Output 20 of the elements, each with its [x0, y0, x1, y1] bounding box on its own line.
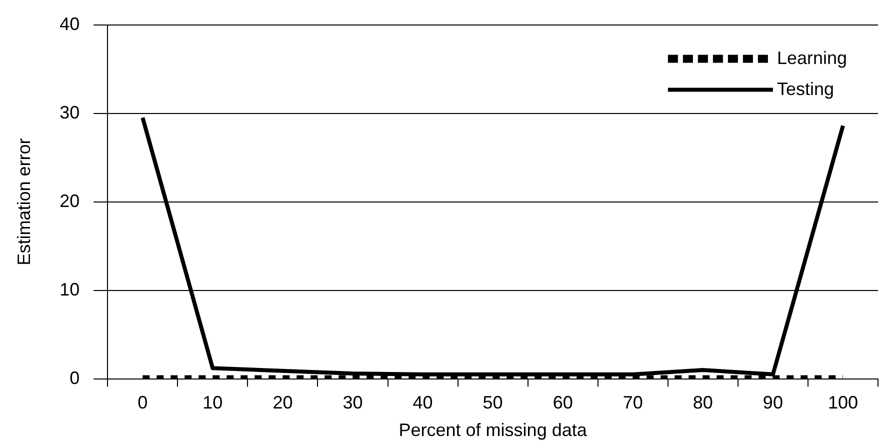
x-tick-label: 30 [342, 392, 363, 413]
x-axis-title: Percent of missing data [398, 420, 588, 440]
x-tick-label: 90 [762, 392, 783, 413]
series-label: Testing [776, 78, 834, 99]
x-tick-label: 0 [138, 392, 148, 413]
x-tick-label: 100 [828, 392, 858, 413]
x-tick-label: 10 [202, 392, 223, 413]
x-tick-label: 70 [622, 392, 643, 413]
x-tick-label: 60 [552, 392, 573, 413]
y-tick-label: 40 [60, 14, 80, 34]
y-tick-label: 20 [60, 190, 80, 211]
y-axis-title: Estimation error [14, 138, 34, 266]
y-tick-label: 30 [60, 102, 80, 122]
y-tick-label: 10 [60, 279, 80, 300]
x-tick-label: 80 [692, 392, 713, 413]
x-tick-label: 40 [412, 392, 433, 413]
legend-label: Learning [776, 48, 848, 68]
x-tick-label: 20 [272, 392, 293, 413]
x-tick-label: 50 [482, 392, 503, 413]
y-tick-label: 0 [70, 368, 80, 388]
